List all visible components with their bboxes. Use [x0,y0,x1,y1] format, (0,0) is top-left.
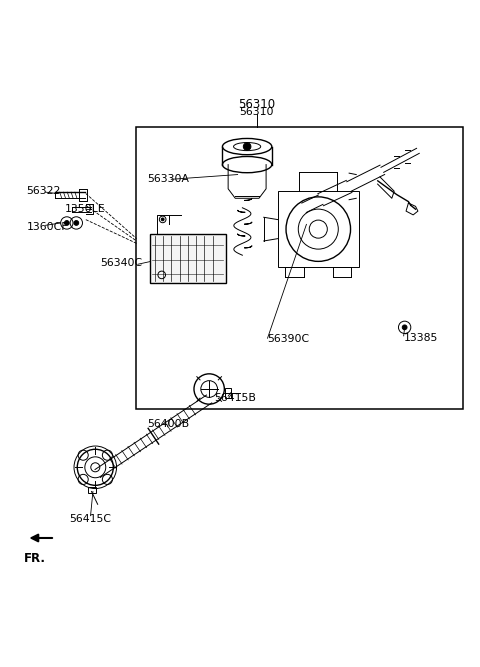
FancyBboxPatch shape [150,233,226,283]
Text: 56400B: 56400B [147,419,190,429]
Text: 1360CF: 1360CF [26,222,68,232]
Text: 56340C: 56340C [100,258,142,268]
Text: 1350LE: 1350LE [64,204,105,214]
Text: 56310: 56310 [240,107,274,117]
Text: 56390C: 56390C [267,334,310,344]
Text: 56330A: 56330A [147,174,190,184]
Circle shape [161,218,164,221]
Text: 56415B: 56415B [214,393,256,403]
Text: FR.: FR. [24,552,46,565]
Circle shape [243,143,251,150]
Circle shape [402,325,407,329]
Circle shape [74,221,79,225]
Circle shape [64,221,69,225]
Bar [136,127,463,410]
Text: 13385: 13385 [404,334,438,344]
Text: 56415C: 56415C [69,514,111,524]
Text: 56310: 56310 [238,99,275,111]
Text: 56322: 56322 [26,186,61,196]
